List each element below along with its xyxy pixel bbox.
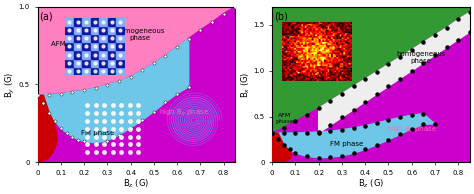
Polygon shape (272, 133, 292, 162)
Polygon shape (37, 95, 57, 162)
Text: high B$_z$ phase: high B$_z$ phase (387, 125, 437, 135)
Polygon shape (37, 39, 189, 143)
Text: FM phase: FM phase (330, 141, 363, 147)
Polygon shape (272, 12, 470, 162)
Text: (a): (a) (39, 11, 53, 21)
Text: FM phase: FM phase (82, 130, 115, 136)
Polygon shape (37, 7, 235, 162)
Y-axis label: B$_y$ (G): B$_y$ (G) (4, 71, 17, 98)
Text: high B$_z$ phase: high B$_z$ phase (159, 107, 209, 118)
X-axis label: B$_z$ (G): B$_z$ (G) (358, 177, 384, 190)
Polygon shape (319, 12, 470, 133)
Y-axis label: B$_x$ (G): B$_x$ (G) (239, 71, 252, 98)
Text: homogeneous
phase: homogeneous phase (115, 28, 164, 41)
Text: coherence phase: coherence phase (284, 33, 344, 39)
X-axis label: B$_z$ (G): B$_z$ (G) (123, 177, 149, 190)
Text: homogeneous
phase: homogeneous phase (396, 50, 446, 63)
Polygon shape (272, 114, 435, 158)
Text: (b): (b) (274, 11, 288, 21)
Text: AFM
phase: AFM phase (275, 113, 294, 124)
Text: AFM phase: AFM phase (51, 41, 89, 47)
